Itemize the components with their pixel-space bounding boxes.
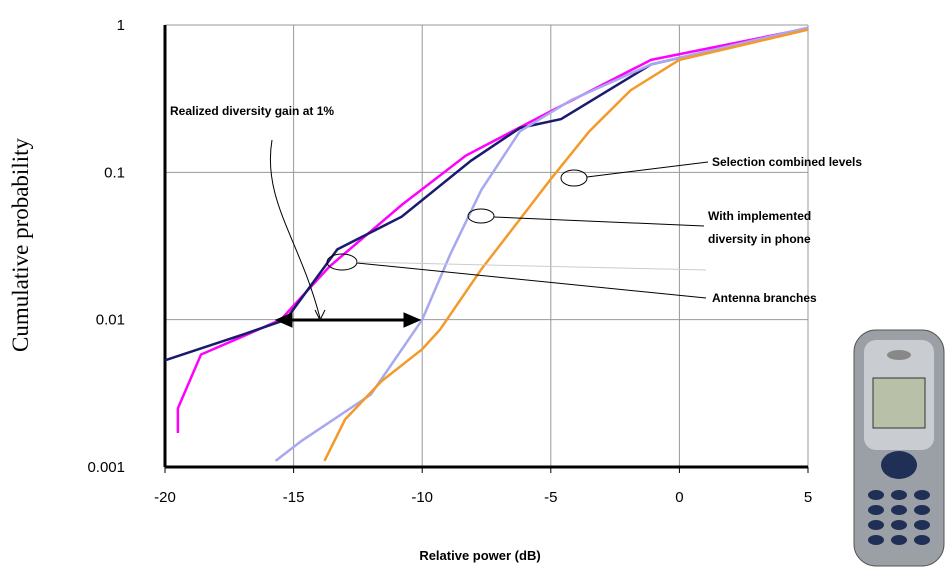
annotation: diversity in phone [708,232,811,246]
gain-arrow-head [274,312,293,328]
gain-arrow-head [403,312,422,328]
phone-picture [853,329,945,567]
phone-speaker [887,350,911,360]
gain-arrow [274,312,422,328]
annotation: Realized diversity gain at 1% [170,104,334,118]
series-line [274,26,809,462]
series-line [323,28,809,462]
series-line [164,27,809,362]
y-axis-label: Cumulative probability [8,138,33,352]
phone-keys [868,490,930,545]
callout-ellipse [467,208,495,224]
x-tick-label: 0 [675,489,683,506]
callout-line [586,161,709,178]
callouts [269,139,709,322]
series-line [176,27,809,434]
callout-line [356,262,707,299]
callout-line [356,261,707,271]
gain-pointer [269,139,321,319]
phone-screen [872,377,926,429]
y-tick-label: 0.1 [104,164,125,181]
callout-ellipse [560,169,588,187]
y-tick-label: 1 [117,17,125,34]
annotation: Selection combined levels [712,155,862,169]
y-tick-label: 0.001 [87,459,125,476]
grid: -20 -15 -10 -5 0 5 1 0.1 0.01 0.001 [87,17,812,506]
x-tick-label: -5 [544,489,557,506]
y-tick-label: 0.01 [96,312,125,329]
annotation: Antenna branches [712,291,817,305]
phone-nav [881,451,917,479]
annotation: With implemented [708,209,811,223]
x-tick-label: -10 [411,489,433,506]
x-tick-label: -20 [154,489,176,506]
x-tick-label: -15 [283,489,305,506]
x-axis-label: Relative power (dB) [419,548,540,563]
x-tick-label: 5 [804,489,812,506]
callout-line [493,216,705,227]
